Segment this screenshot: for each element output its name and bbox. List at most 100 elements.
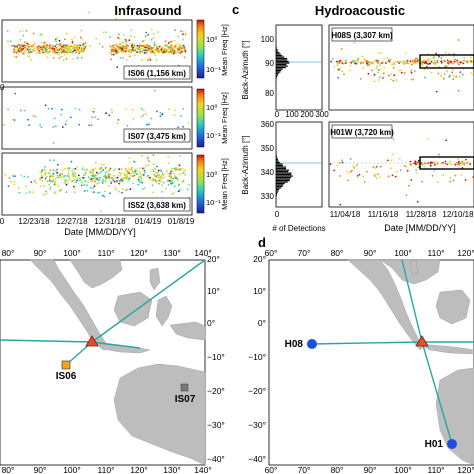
h01-detection bbox=[448, 162, 451, 165]
h08-detection bbox=[391, 63, 393, 66]
h01-detection bbox=[399, 169, 402, 172]
is07-detection bbox=[70, 116, 72, 119]
h08-detection bbox=[427, 63, 429, 65]
is07-detection bbox=[54, 125, 57, 128]
is52-detection bbox=[48, 183, 51, 186]
is52-detection bbox=[178, 183, 181, 186]
is52-detection bbox=[82, 176, 84, 179]
is06-detection bbox=[23, 52, 26, 54]
is06-detection bbox=[13, 51, 15, 54]
is06-detection bbox=[30, 45, 33, 48]
h08-detection bbox=[383, 66, 386, 69]
is06-detection bbox=[83, 49, 86, 52]
h08-detection bbox=[366, 62, 368, 65]
h08-detection bbox=[434, 63, 437, 66]
cbar3-tick-lo: 10⁻¹ bbox=[206, 198, 221, 207]
h08-detection bbox=[411, 63, 413, 66]
h08-detection bbox=[377, 79, 380, 81]
is52-detection bbox=[184, 173, 187, 176]
is52-detection bbox=[55, 168, 58, 171]
is07-detection bbox=[145, 113, 147, 116]
h01-detection bbox=[416, 162, 419, 165]
h08-detection bbox=[379, 68, 381, 71]
h08-histogram-bar bbox=[276, 49, 278, 51]
is52-detection bbox=[74, 191, 76, 194]
is52-detection bbox=[128, 177, 131, 180]
is52-detection bbox=[99, 172, 101, 174]
is06-detection bbox=[65, 57, 68, 60]
is52-detection bbox=[57, 185, 60, 187]
is52-detection bbox=[70, 160, 73, 163]
mapL-bottom-tick-80: 80° bbox=[2, 465, 15, 474]
is52-detection bbox=[158, 174, 161, 176]
h08-detection bbox=[446, 70, 448, 73]
is06-detection bbox=[116, 51, 119, 54]
is06-detection bbox=[136, 47, 139, 50]
h01-detection bbox=[410, 179, 413, 181]
is06-detection bbox=[43, 43, 46, 45]
is06-detection bbox=[121, 41, 124, 44]
is52-detection bbox=[71, 174, 74, 176]
is52-detection bbox=[10, 180, 13, 183]
is06-detection bbox=[169, 49, 172, 52]
is52-detection bbox=[93, 168, 95, 171]
h08-detection bbox=[472, 73, 474, 76]
is06-detection bbox=[124, 38, 127, 41]
is52-detection bbox=[88, 171, 91, 174]
is07-detection bbox=[156, 110, 158, 113]
is06-detection bbox=[164, 48, 167, 51]
is06-detection bbox=[182, 44, 185, 47]
is06-detection bbox=[73, 36, 75, 39]
h08-detection bbox=[406, 59, 409, 62]
is06-detection bbox=[95, 37, 98, 40]
is06-detection bbox=[76, 45, 79, 47]
h01-detection bbox=[465, 158, 467, 161]
is06-detection bbox=[22, 30, 24, 32]
h01-detection bbox=[434, 164, 436, 166]
is52-detection bbox=[178, 188, 181, 191]
is06-detection bbox=[105, 31, 107, 34]
is52-detection bbox=[140, 179, 143, 182]
is07-label-box bbox=[123, 128, 191, 143]
is52-detection bbox=[156, 165, 158, 168]
h08-detection bbox=[440, 60, 443, 63]
is07-detection bbox=[153, 89, 156, 92]
is06-detection bbox=[35, 48, 38, 51]
is52-detection bbox=[103, 190, 106, 193]
is52-detection bbox=[172, 182, 174, 185]
is07-detection bbox=[65, 120, 68, 122]
is06-detection bbox=[122, 44, 125, 46]
h01-detection bbox=[416, 200, 419, 203]
is52-detection bbox=[126, 175, 129, 178]
h08-detection bbox=[350, 61, 353, 64]
is52-detection bbox=[91, 168, 94, 171]
is06-detection bbox=[72, 58, 75, 60]
is52-detection bbox=[65, 181, 68, 184]
is06-detection bbox=[109, 51, 112, 54]
is52-detection bbox=[92, 171, 94, 174]
is52-detection bbox=[62, 169, 64, 172]
h08-detection bbox=[383, 58, 385, 60]
h01-histogram-bar bbox=[276, 193, 278, 195]
is06-detection bbox=[11, 44, 13, 47]
hydro-x-axis-label: Date [MM/DD/YY] bbox=[384, 223, 456, 233]
h08-detection bbox=[396, 60, 399, 63]
h08-detection bbox=[337, 76, 340, 79]
is06-detection bbox=[181, 50, 183, 53]
is06-detection bbox=[76, 56, 79, 59]
h08-detection bbox=[446, 59, 449, 62]
is52-detection bbox=[49, 188, 51, 190]
is52-detection bbox=[115, 180, 118, 183]
is52-detection bbox=[161, 191, 163, 193]
h01-detection bbox=[391, 174, 394, 177]
is52-detection bbox=[61, 173, 64, 175]
h01-detection bbox=[450, 163, 453, 166]
is06-detection bbox=[24, 41, 26, 44]
h08-detection bbox=[455, 60, 457, 63]
hydroacoustic-map: H08 H01 60° 70° 80° 90° 100° 110° 120° 6… bbox=[248, 248, 474, 474]
is52-detection bbox=[89, 178, 92, 181]
is52-detection bbox=[102, 179, 104, 181]
is07-detections bbox=[2, 89, 190, 144]
h08-detection bbox=[392, 79, 395, 82]
